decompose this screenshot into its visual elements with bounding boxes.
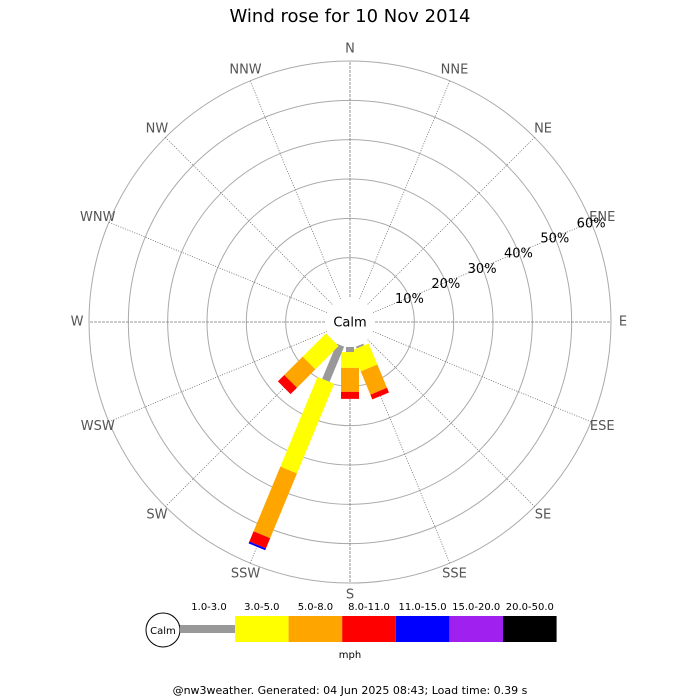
direction-label: SW [146,508,167,523]
legend-swatch [395,616,450,642]
direction-label: ESE [590,419,615,434]
wind-bar [341,391,359,399]
direction-label: SSW [231,567,261,582]
wind-bar [253,466,297,539]
wind-bar [284,356,316,388]
direction-label: W [71,315,84,330]
spoke [372,221,592,313]
wind-bar [341,352,359,368]
direction-label: ENE [589,210,615,225]
direction-label: NNE [441,62,469,77]
direction-label: SSE [442,567,467,582]
grid-ring [88,60,612,584]
wind-bar [346,347,354,353]
direction-label: N [345,42,355,57]
legend-label: 11.0-15.0 [399,602,447,613]
spoke [359,344,451,564]
spoke [367,339,535,507]
legend-swatch [235,616,289,642]
wind-bar [341,367,359,392]
wind-bar [360,364,387,395]
wind-bar [280,376,335,474]
r-tick-label: 50% [540,232,569,247]
legend-label: 1.0-3.0 [191,602,226,613]
chart-title: Wind rose for 10 Nov 2014 [230,6,471,27]
direction-label: NNW [229,62,261,77]
direction-label: WSW [81,419,115,434]
legend-label: 5.0-8.0 [298,602,333,613]
legend-label: 15.0-20.0 [452,602,500,613]
wind-bar [277,375,297,395]
r-tick-label: 60% [577,217,606,232]
direction-label: S [346,588,354,603]
spoke [372,331,592,423]
wind-bar [302,333,339,370]
legend-swatch [288,616,343,642]
direction-label: WNW [80,210,116,225]
spoke [359,80,451,300]
legend-label: 3.0-5.0 [244,602,279,613]
legend-calm-label: Calm [150,626,176,637]
r-tick-label: 40% [504,247,533,262]
wind-bar [370,387,389,400]
spoke [165,137,333,305]
spoke [108,221,328,313]
legend-swatch [342,616,396,642]
r-tick-label: 30% [468,262,497,277]
footer: @nw3weather. Generated: 04 Jun 2025 08:4… [173,684,528,697]
wind-bar [322,343,345,382]
spoke [108,331,328,423]
unit-label: mph [339,650,361,661]
legend-swatch [449,616,503,642]
direction-label: NW [146,121,169,136]
legend-label: 8.0-11.0 [348,602,390,613]
spoke [249,80,341,300]
calm-label: Calm [333,316,366,331]
wind-bar [248,541,266,551]
legend-label: 20.0-50.0 [506,602,554,613]
legend-swatch [503,616,557,642]
r-tick-label: 10% [395,292,424,307]
spoke [165,339,333,507]
wind-bar [249,531,271,549]
wind-bar [355,343,365,349]
direction-label: SE [535,508,551,523]
direction-label: E [619,315,627,330]
r-tick-label: 20% [431,277,460,292]
calm-circle [325,297,375,347]
direction-label: NE [534,121,552,136]
spoke [367,137,535,305]
legend-swatch [180,625,235,633]
